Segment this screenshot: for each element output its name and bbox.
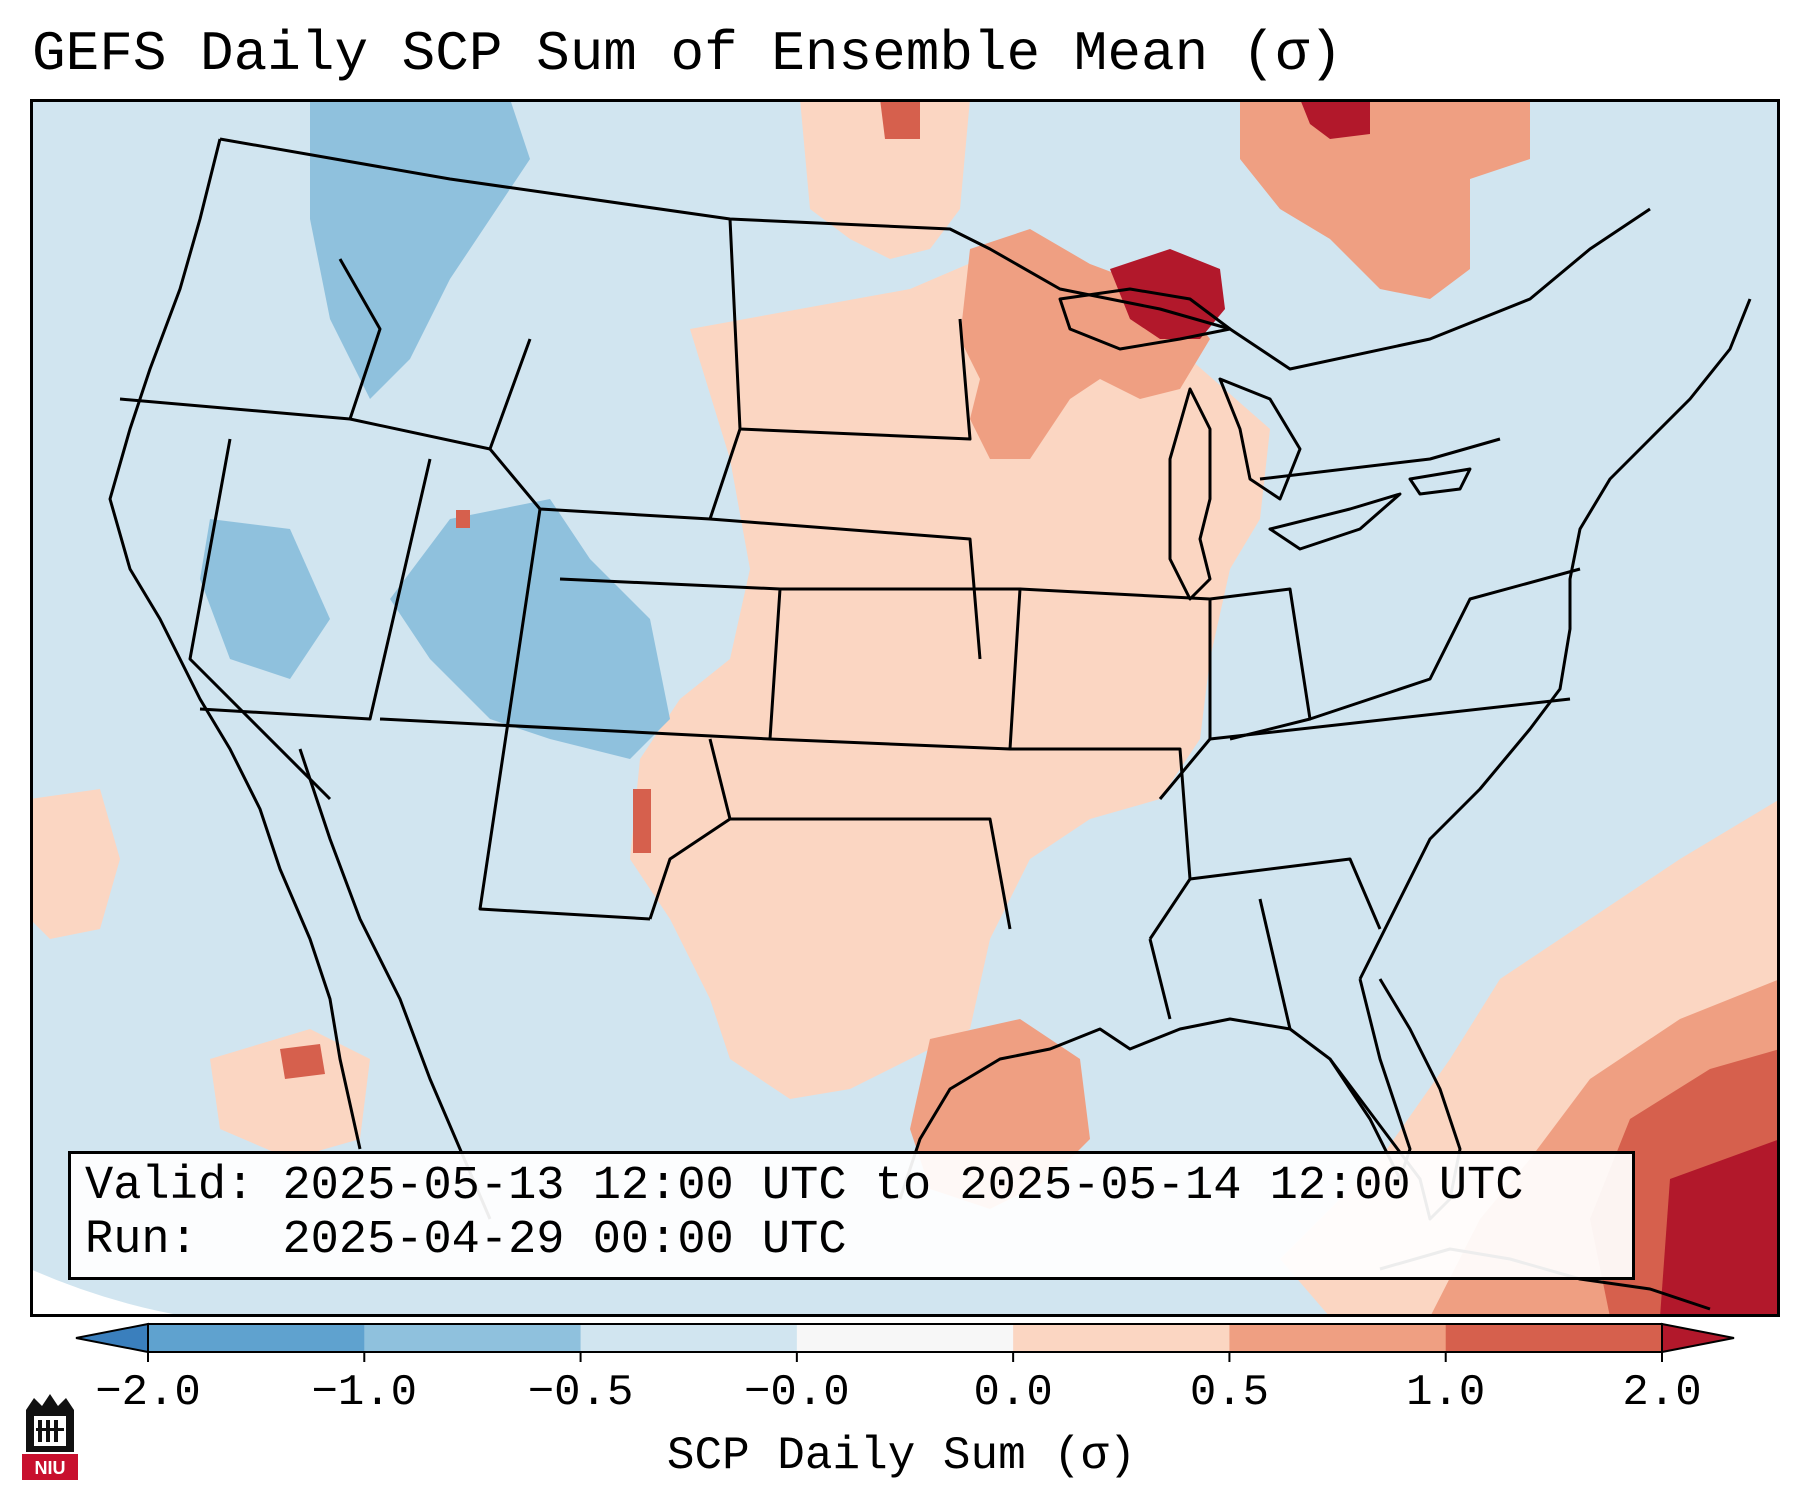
state-line-10 [709, 517, 982, 660]
anomaly-region-manitoba [800, 99, 970, 259]
state-line-17 [1189, 857, 1382, 930]
lake-huron [1218, 377, 1302, 501]
state-line-19 [1259, 437, 1501, 481]
state-line-8 [769, 587, 1022, 751]
anomaly-region-manitoba-red [880, 99, 920, 139]
state-line-13 [1019, 587, 1212, 800]
colorbar-tick-label: 1.0 [1406, 1368, 1486, 1418]
anomaly-region-hudson [1300, 99, 1370, 139]
anomaly-region-rockies [390, 499, 670, 759]
anomaly-region-idaho [310, 99, 530, 399]
colorbar-segment [1445, 1324, 1663, 1352]
colorbar-tick-label: 0.0 [973, 1368, 1053, 1418]
colorbar-tick-label: −0.0 [744, 1368, 850, 1418]
colorbar-tick-label: −0.5 [527, 1368, 634, 1418]
state-line-5 [488, 428, 742, 521]
logo-text: NIU [35, 1458, 66, 1478]
colorbar-tick-label: 0.5 [1189, 1368, 1270, 1418]
state-line-1 [119, 258, 382, 421]
lake-michigan [1168, 387, 1212, 601]
colorbar-tick-label: −1.0 [311, 1368, 418, 1418]
colorbar-segment [796, 1324, 1014, 1352]
anomaly-region-baja [210, 1029, 370, 1159]
chart-title: GEFS Daily SCP Sum of Ensemble Mean (σ) [32, 22, 1343, 86]
state-line-14 [1010, 747, 1192, 940]
colorbar [75, 1322, 1735, 1362]
anomaly-map [30, 99, 1780, 1317]
colorbar-segment [148, 1324, 365, 1352]
lake-ontario [1408, 467, 1472, 496]
colorbar-segment [364, 1324, 582, 1352]
state-line-7 [379, 577, 782, 741]
lake-erie [1268, 492, 1402, 551]
state-line-16 [1209, 697, 1571, 741]
anomaly-cell-ut [456, 510, 470, 528]
state-line-9 [728, 218, 972, 441]
domain-corner [30, 1269, 190, 1317]
state-line-18 [1309, 567, 1581, 721]
map-frame [30, 99, 1780, 1317]
colorbar-segment [1013, 1324, 1230, 1352]
anomaly-region-baja-red [280, 1044, 325, 1079]
anomaly-region-ontario [1240, 99, 1530, 299]
colorbar-extend-high [1661, 1322, 1735, 1354]
colorbar-frame [147, 1323, 1663, 1353]
anomaly-region-pacific [30, 789, 120, 939]
anomaly-cell-nm [633, 789, 651, 853]
anomaly-region-caribbean-dark [1660, 1139, 1780, 1317]
colorbar-extend-low [75, 1322, 149, 1354]
colorbar-segment [580, 1324, 798, 1352]
run-label: Run: [85, 1214, 198, 1267]
colorbar-tick-label: 2.0 [1622, 1368, 1702, 1418]
valid-value: 2025-05-13 12:00 UTC to 2025-05-14 12:00… [282, 1160, 1524, 1213]
state-line-15 [1209, 587, 1312, 741]
state-line-6 [478, 508, 651, 921]
coastline-east [1358, 298, 1752, 980]
colorbar-segment [1229, 1324, 1447, 1352]
state-line-21 [1258, 898, 1292, 1030]
anomaly-region-central [630, 259, 1270, 1099]
coastline-baja [298, 748, 492, 1220]
state-line-11 [730, 817, 1012, 930]
niu-logo: NIU [22, 1394, 78, 1480]
valid-label: Valid: [85, 1160, 255, 1213]
run-value: 2025-04-29 00:00 UTC [282, 1214, 847, 1267]
coastline-west [108, 138, 362, 1150]
state-line-20 [1148, 938, 1172, 1020]
state-line-4 [199, 458, 432, 721]
state-line-2 [188, 438, 332, 801]
state-line-12 [648, 738, 732, 920]
colorbar-tick-label: −2.0 [95, 1368, 201, 1418]
lake-superior [1058, 287, 1232, 351]
anomaly-region-nevada [200, 519, 330, 679]
valid-run-info-box: Valid: 2025-05-13 12:00 UTC to 2025-05-1… [68, 1151, 1635, 1280]
colorbar-label: SCP Daily Sum (σ) [666, 1430, 1137, 1482]
